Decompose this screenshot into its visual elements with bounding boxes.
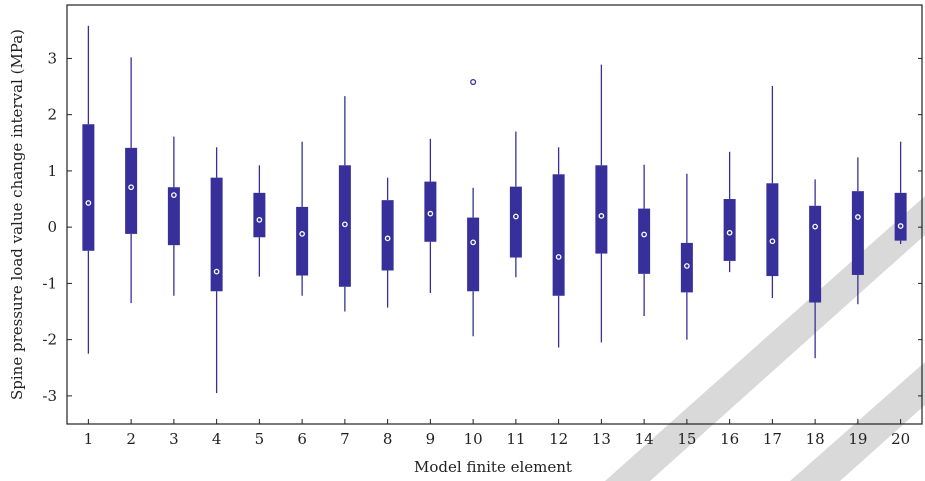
median-marker: [171, 192, 177, 198]
box: [595, 165, 608, 254]
y-tick-label: -3: [42, 387, 57, 405]
median-marker: [470, 239, 476, 246]
x-tick-label: 12: [549, 430, 568, 448]
y-tick-label: 1: [47, 162, 57, 180]
median-marker: [769, 238, 776, 245]
box-group: [595, 64, 608, 343]
box: [894, 192, 907, 241]
median-marker: [299, 231, 305, 237]
median-marker: [427, 210, 434, 217]
median-marker: [812, 223, 818, 230]
median-marker: [555, 254, 562, 260]
y-tick-label: 2: [47, 106, 57, 124]
x-tick-label: 13: [592, 430, 611, 448]
box: [509, 186, 522, 258]
plot-frame: [66, 4, 923, 425]
box-group: [680, 173, 693, 340]
box: [167, 187, 180, 246]
x-axis-title: Model finite element: [414, 458, 572, 476]
box-group: [167, 136, 180, 296]
y-axis-title: Spine pressure load value change interva…: [8, 29, 26, 400]
x-tick-label: 6: [297, 430, 307, 448]
x-axis-ticks: 1 2 3 4 5 6 7 8 9 10 11 12 13 14 15 16 17 18 19 20: [84, 419, 910, 448]
median-marker: [513, 213, 519, 220]
x-tick-label: 3: [169, 430, 179, 448]
outlier-point: [470, 79, 477, 86]
x-tick-label: 14: [635, 430, 654, 448]
x-tick-label: 8: [383, 430, 393, 448]
box-group: [381, 177, 394, 308]
y-tick-label: -1: [42, 274, 57, 292]
box-group: [424, 138, 437, 293]
x-tick-label: 4: [212, 430, 222, 448]
box: [253, 192, 266, 238]
x-tick-label: 7: [340, 430, 350, 448]
median-marker: [641, 231, 647, 238]
box-group: [552, 147, 565, 348]
median-marker: [684, 263, 690, 269]
box-group: [509, 131, 522, 278]
box: [467, 217, 480, 292]
median-marker: [726, 229, 733, 236]
x-tick-label: 9: [426, 430, 436, 448]
median-marker: [384, 235, 391, 242]
box-group: [851, 157, 864, 305]
y-tick-label: 3: [47, 49, 57, 67]
box: [552, 174, 565, 296]
box-group: [467, 79, 480, 337]
x-tick-label: 19: [848, 430, 867, 448]
x-tick-label: 10: [464, 430, 483, 448]
box-group: [253, 165, 266, 277]
box-group: [210, 147, 223, 394]
x-tick-label: 16: [720, 430, 739, 448]
box-group: [766, 85, 779, 299]
box-group: [296, 141, 309, 296]
x-tick-label: 1: [84, 430, 94, 448]
box-group: [638, 164, 651, 317]
box: [125, 147, 138, 234]
box: [638, 208, 651, 274]
box-group: [809, 179, 822, 359]
x-tick-label: 15: [677, 430, 696, 448]
box-group: [723, 151, 736, 273]
box: [82, 124, 95, 251]
box: [809, 205, 822, 303]
box-group: [338, 96, 351, 312]
x-tick-label: 20: [891, 430, 910, 448]
median-marker: [855, 214, 861, 220]
y-axis-ticks: -3 -2 -1 0 1 2 3: [42, 49, 922, 405]
median-marker: [897, 223, 904, 229]
y-tick-label: 0: [47, 218, 57, 236]
box: [381, 200, 394, 271]
median-marker: [598, 213, 605, 219]
median-marker: [85, 200, 92, 206]
x-tick-label: 18: [806, 430, 825, 448]
y-tick-label: -2: [42, 331, 57, 349]
median-marker: [213, 268, 220, 275]
median-marker: [128, 184, 134, 191]
x-tick-label: 11: [506, 430, 525, 448]
box-group: [82, 25, 95, 354]
box: [766, 183, 779, 277]
box: [210, 177, 223, 292]
x-tick-label: 2: [126, 430, 136, 448]
box: [851, 191, 864, 275]
median-marker: [256, 216, 263, 223]
x-tick-label: 5: [255, 430, 265, 448]
median-marker: [342, 221, 348, 228]
watermark-band-1: [605, 196, 925, 481]
box-group: [894, 141, 907, 245]
box-group: [125, 57, 138, 304]
box-series: [82, 25, 907, 394]
x-tick-label: 17: [763, 430, 782, 448]
box: [296, 206, 309, 276]
